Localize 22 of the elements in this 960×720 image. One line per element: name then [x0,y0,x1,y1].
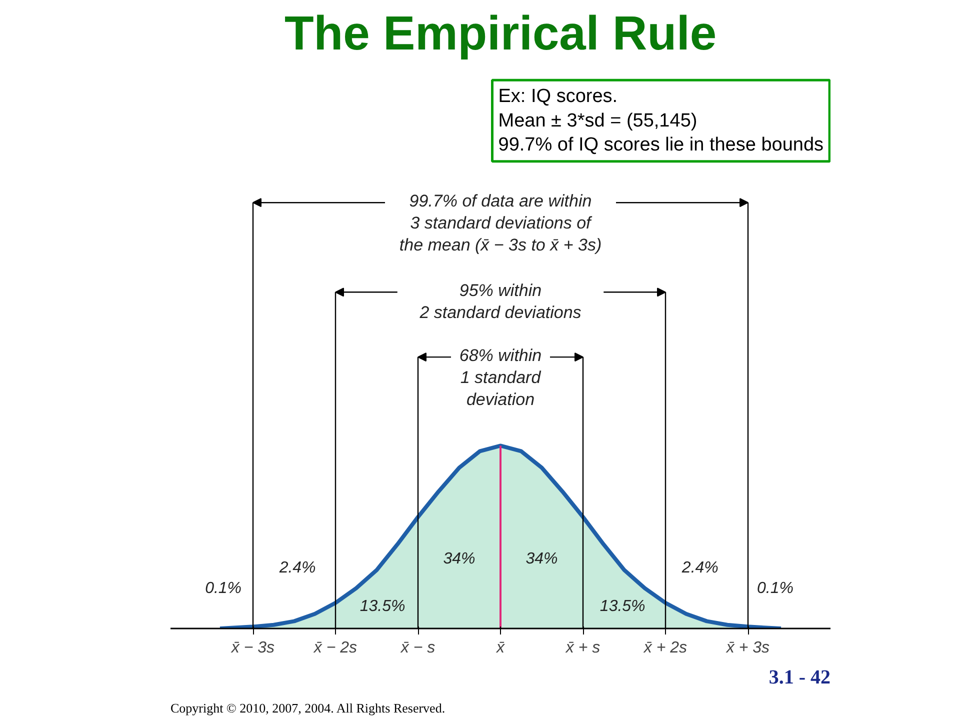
text: Copyright © 2010, 2007, 2004. All Rights Reserved. [170,700,446,716]
annotation: 0.1% [756,580,794,597]
text: 68% within 1 standard deviation [459,346,542,409]
text: 95% within 2 standard deviations [418,281,582,322]
text: 3.1 - 42 [768,666,831,688]
annotation: 2.4% [278,560,316,577]
x-tick-label: x̄ [496,640,506,656]
annotation: 34% [443,550,476,568]
annotation: 2.4% [680,560,718,577]
x-tick-label: x̄ − s [400,640,436,656]
x-tick-label: x̄ + 2s [642,640,688,656]
x-tick-label: x̄ + s [564,640,600,656]
annotation: 0.1% [205,580,242,597]
annotation: 13.5% [600,598,646,616]
annotation: 13.5% [360,598,406,616]
text: 99.7% of data are within 3 standard deviations of the mean (x̄ − 3s to x̄ + 3s) [399,192,602,254]
text: Ex: IQ scores. Mean ± 3*sd = (55,145) 99.7% of IQ scores lie in these bounds [498,86,824,156]
x-tick-label: x̄ + 3s [725,640,770,656]
annotation: 34% [526,550,558,568]
chart-title: The Empirical Rule [284,8,717,60]
x-tick-label: x̄ − 2s [312,640,358,656]
x-tick-label: x̄ − 3s [230,640,275,656]
